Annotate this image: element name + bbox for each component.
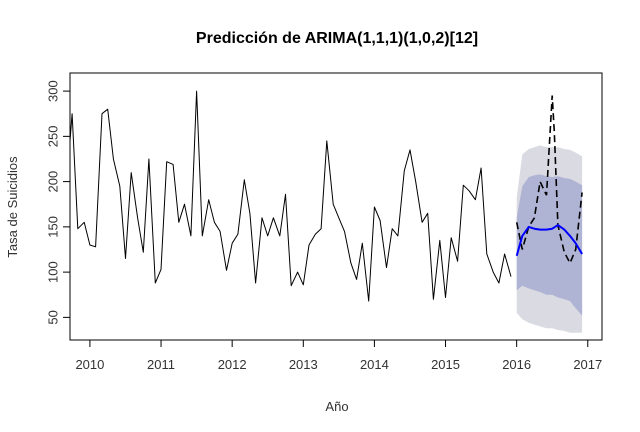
x-tick-label: 2013	[289, 357, 318, 372]
series-lines	[69, 90, 583, 302]
y-tick-label: 50	[45, 310, 60, 324]
y-tick-label: 200	[45, 171, 60, 193]
forecast-line	[515, 224, 583, 257]
actual-dashed-line	[515, 95, 583, 265]
x-axis-label: Año	[325, 399, 348, 414]
y-axis-label: Tasa de Suicidios	[5, 156, 20, 258]
x-tick-label: 2014	[360, 357, 389, 372]
x-tick-label: 2015	[431, 357, 460, 372]
y-axis: 50 100 150 200 250 300	[45, 80, 70, 325]
x-tick-label: 2017	[573, 357, 602, 372]
y-tick-label: 300	[45, 80, 60, 102]
y-tick-label: 150	[45, 216, 60, 238]
plot-frame	[69, 72, 603, 341]
band-80	[516, 174, 583, 316]
y-tick-label: 250	[45, 126, 60, 148]
x-tick-label: 2011	[147, 357, 175, 372]
x-tick-label: 2010	[75, 357, 104, 372]
observed-line	[69, 90, 512, 302]
x-tick-label: 2016	[502, 357, 531, 372]
x-axis: 2010 2011 2012 2013 2014 2015 2016 2017	[75, 340, 602, 372]
x-tick-label: 2012	[218, 357, 247, 372]
y-tick-label: 100	[45, 261, 60, 283]
chart-title: Predicción de ARIMA(1,1,1)(1,0,2)[12]	[196, 30, 478, 47]
forecast-bands	[516, 145, 583, 333]
